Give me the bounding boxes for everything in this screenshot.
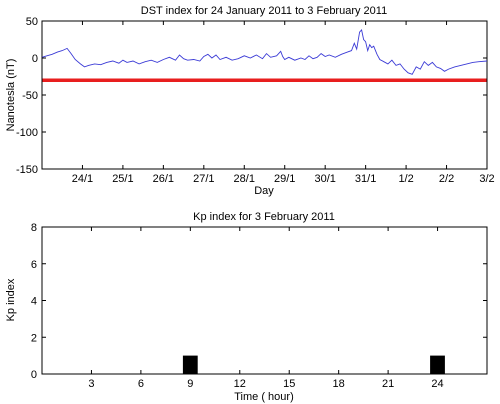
- dst-y-tick-label: -50: [22, 90, 38, 102]
- dst-series: [41, 28, 488, 75]
- dst-x-tick-label: 3/2: [479, 173, 494, 185]
- dst-y-ticks: 50 0 -50 -100 -150: [16, 16, 487, 176]
- kp-x-tick-label: 15: [283, 378, 295, 390]
- dst-y-tick-label: -150: [16, 164, 38, 176]
- kp-y-axis-label: Kp index: [5, 278, 17, 321]
- kp-x-tick-label: 21: [382, 378, 394, 390]
- kp-chart-title: Kp index for 3 February 2011: [193, 211, 335, 223]
- dst-x-tick-label: 29/1: [274, 173, 295, 185]
- kp-x-tick-label: 24: [431, 378, 443, 390]
- kp-y-tick-label: 2: [31, 332, 37, 344]
- kp-bar: [430, 355, 445, 374]
- kp-x-axis-label: Time ( hour): [234, 391, 294, 403]
- dst-x-tick-label: 30/1: [314, 173, 335, 185]
- kp-y-tick-label: 0: [31, 369, 37, 381]
- dst-x-tick-label: 25/1: [112, 173, 133, 185]
- dst-x-ticks: 24/1 25/1 26/1 27/1 28/1 29/1 30/1 31/1 1/2 2/2 3/…: [72, 21, 495, 185]
- dst-y-tick-label: 0: [32, 53, 38, 65]
- dst-x-tick-label: 28/1: [234, 173, 255, 185]
- kp-y-tick-label: 6: [31, 259, 37, 271]
- kp-bar: [182, 355, 198, 374]
- kp-y-ticks: 0 2 4 6 8: [31, 222, 487, 381]
- kp-x-ticks: 3 6 9 12 15 18 21 24: [88, 227, 444, 390]
- dst-x-tick-label: 26/1: [153, 173, 174, 185]
- dst-x-tick-label: 24/1: [72, 173, 93, 185]
- kp-x-tick-label: 18: [333, 378, 345, 390]
- dst-x-tick-label: 1/2: [398, 173, 413, 185]
- dst-y-tick-label: 50: [26, 16, 38, 28]
- dst-y-tick-label: -100: [16, 127, 38, 139]
- dst-x-tick-label: 31/1: [355, 173, 376, 185]
- kp-y-tick-label: 8: [31, 222, 37, 234]
- dst-series-line: [41, 28, 488, 75]
- dst-plot-area: [41, 20, 488, 170]
- dst-x-tick-label: 2/2: [439, 173, 454, 185]
- dst-x-tick-label: 27/1: [193, 173, 214, 185]
- kp-y-tick-label: 4: [31, 296, 37, 308]
- dst-x-axis-label: Day: [254, 185, 274, 197]
- kp-x-tick-label: 3: [88, 378, 94, 390]
- kp-x-tick-label: 12: [234, 378, 246, 390]
- kp-x-tick-label: 6: [138, 378, 144, 390]
- dst-chart: DST index for 24 January 2011 to 3 Febru…: [5, 5, 495, 197]
- kp-plot-area: [41, 226, 488, 375]
- kp-bars: [182, 355, 445, 374]
- dst-y-axis-label: Nanotesla (nT): [5, 59, 17, 132]
- dst-chart-title: DST index for 24 January 2011 to 3 Febru…: [141, 5, 387, 17]
- kp-x-tick-label: 9: [187, 378, 193, 390]
